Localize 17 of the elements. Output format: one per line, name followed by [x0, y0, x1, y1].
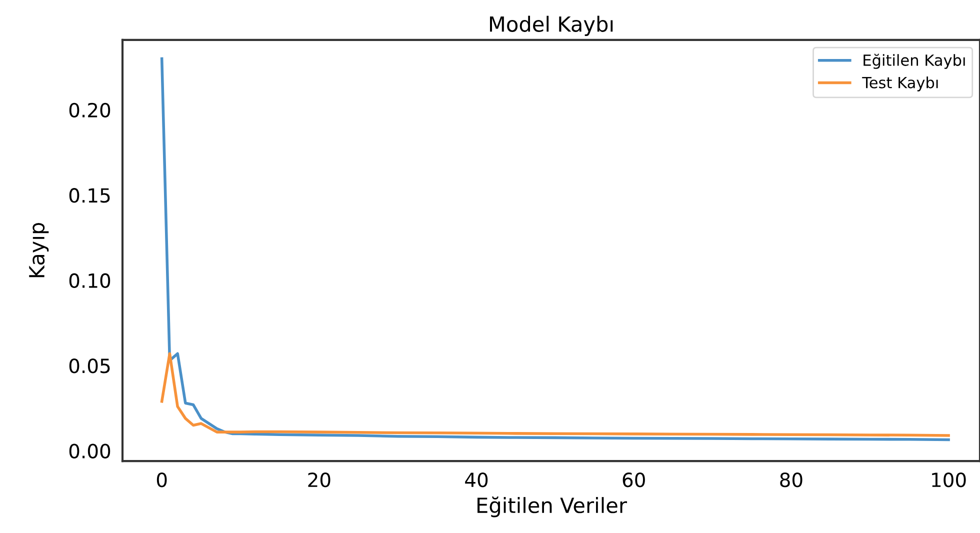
y-axis-title: Kayıp — [29, 222, 49, 278]
line-series — [160, 352, 950, 437]
y-tick-label: 0.15 — [69, 188, 110, 203]
chart-title: Model Kaybı — [490, 16, 613, 36]
y-tick-label: 0.10 — [69, 273, 110, 288]
x-tick-label: 100 — [932, 472, 966, 488]
x-tick-label: 20 — [308, 472, 330, 488]
x-tick-label: 40 — [465, 472, 488, 488]
x-tick-label: 80 — [780, 472, 802, 488]
y-tick-label: 0.00 — [69, 444, 110, 458]
y-tick-label: 0.05 — [69, 358, 110, 374]
y-tick-label: 0.20 — [69, 102, 110, 118]
x-tick-label: 60 — [622, 472, 645, 488]
legend-label: Test Kaybı — [862, 76, 938, 92]
x-tick-label: 0 — [156, 472, 167, 488]
legend-label: Eğitilen Kaybı — [864, 54, 965, 69]
x-axis-title: Eğitilen Veriler — [478, 496, 628, 518]
